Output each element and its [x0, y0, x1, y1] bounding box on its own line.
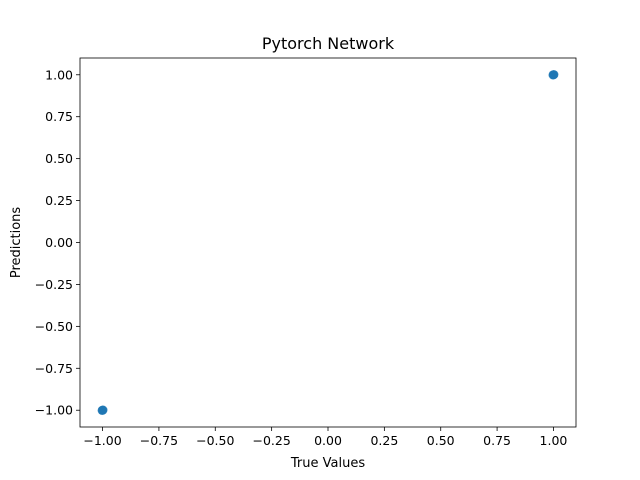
y-axis-ticks: −1.00 −0.75 −0.50 −0.25 0.00 0.25 0.50 0.75 1.00 [35, 67, 80, 418]
x-tick-label: −0.50 [196, 433, 234, 448]
scatter-point [549, 70, 559, 80]
y-tick-label: 1.00 [45, 67, 73, 82]
y-tick-label: −0.50 [35, 319, 73, 334]
plot-frame [79, 57, 577, 428]
y-tick-label: 0.75 [45, 109, 73, 124]
x-axis-label: True Values [290, 456, 365, 471]
x-tick-label: 0.00 [314, 433, 342, 448]
x-tick-label: −1.00 [83, 433, 121, 448]
y-tick-label: −0.75 [35, 361, 73, 376]
y-axis-label: Predictions [9, 207, 24, 279]
scatter-points [97, 70, 559, 415]
chart-title: Pytorch Network [262, 34, 395, 53]
scatter-point [97, 405, 107, 415]
y-tick-label: −1.00 [35, 403, 73, 418]
x-tick-label: 0.50 [427, 433, 455, 448]
x-axis-ticks: −1.00 −0.75 −0.50 −0.25 0.00 0.25 0.50 0.75 1.00 [83, 427, 567, 448]
plot-area [80, 58, 576, 427]
y-tick-label: 0.50 [45, 151, 73, 166]
x-tick-label: 1.00 [540, 433, 568, 448]
y-tick-label: 0.00 [45, 235, 73, 250]
x-tick-label: −0.75 [140, 433, 178, 448]
x-tick-label: 0.25 [370, 433, 398, 448]
y-tick-label: 0.25 [45, 193, 73, 208]
y-tick-label: −0.25 [35, 277, 73, 292]
x-tick-label: 0.75 [483, 433, 511, 448]
x-tick-label: −0.25 [252, 433, 290, 448]
